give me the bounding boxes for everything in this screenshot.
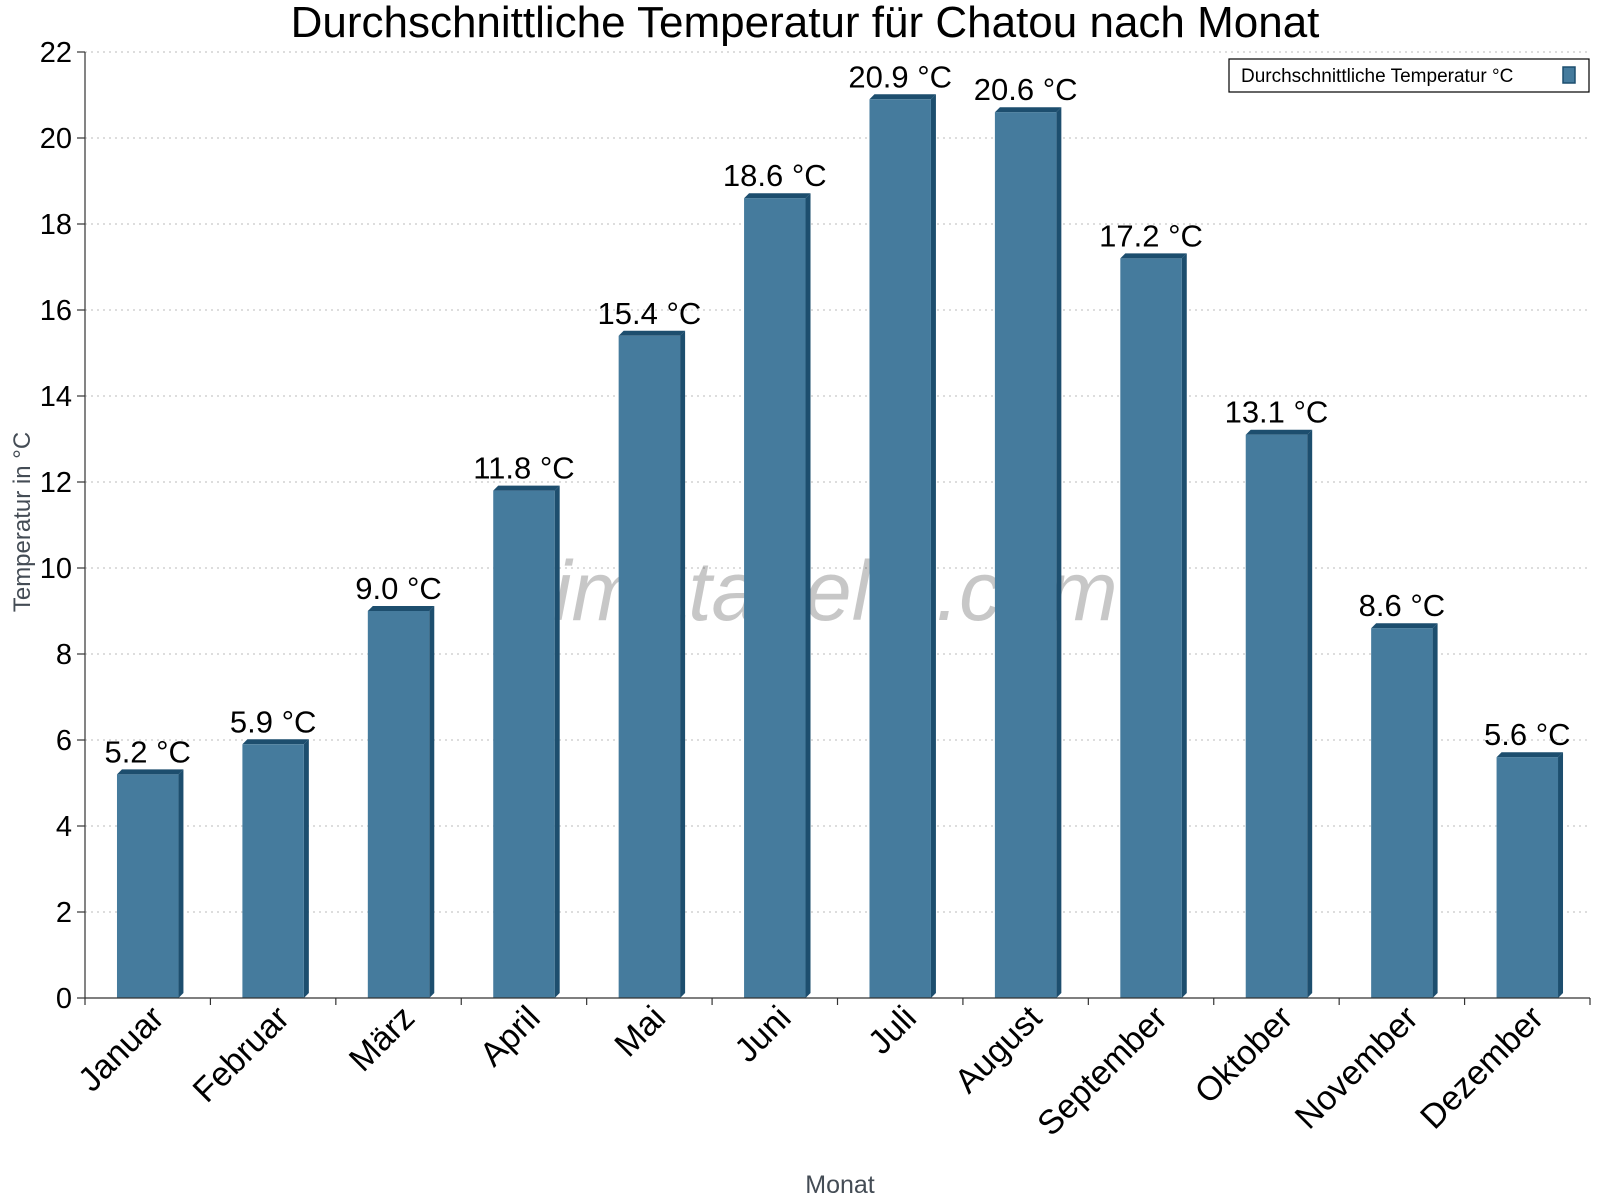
bar <box>242 744 304 998</box>
x-tick-label: Juli <box>861 999 924 1062</box>
legend-box <box>1228 58 1590 93</box>
bar-top <box>744 193 811 199</box>
bar-side <box>429 606 435 998</box>
y-tick-label: 6 <box>56 725 72 757</box>
data-label: 11.8 °C <box>473 451 574 486</box>
y-tick-label: 0 <box>56 983 72 1015</box>
bar-top <box>493 485 560 491</box>
x-tick-label: März <box>342 999 422 1079</box>
bar-top <box>1120 253 1187 259</box>
x-tick-label: August <box>948 998 1050 1100</box>
data-label: 13.1 °C <box>1225 395 1329 430</box>
y-tick-label: 2 <box>56 897 72 929</box>
data-label: 5.2 °C <box>104 734 191 769</box>
x-tick-label: November <box>1288 999 1426 1137</box>
bar-top <box>1371 623 1438 629</box>
bar-side <box>930 94 936 999</box>
bar-top <box>367 606 435 611</box>
y-tick-label: 12 <box>40 467 72 499</box>
bar <box>493 490 555 998</box>
data-label: 8.6 °C <box>1359 588 1446 623</box>
data-label: 9.0 °C <box>355 571 442 606</box>
legend-label: Durchschnittliche Temperatur °C <box>1241 66 1513 87</box>
bar-side <box>1558 752 1564 998</box>
x-tick-label: Mai <box>607 999 673 1065</box>
data-label: 20.9 °C <box>848 59 952 94</box>
y-tick-label: 16 <box>40 295 72 327</box>
grid-lines <box>85 51 1590 913</box>
x-tick-label: Juni <box>727 999 798 1070</box>
y-tick-label: 22 <box>40 37 72 69</box>
bar <box>869 99 931 999</box>
bar-side <box>1181 253 1187 998</box>
bar-top <box>242 739 309 745</box>
bar <box>1496 757 1559 998</box>
bar-side <box>680 330 686 998</box>
y-tick-label: 10 <box>40 553 72 585</box>
bar-side <box>1432 623 1438 998</box>
bar-side <box>303 739 309 998</box>
data-labels: 5.2 °C 5.9 °C 9.0 °C 11.8 °C 15.4 °C 18.6 °C 2… <box>104 59 1570 769</box>
data-label: 15.4 °C <box>598 296 702 331</box>
bar-top <box>618 330 686 336</box>
x-tick-label: April <box>473 999 548 1074</box>
y-axis-title: Temperatur in °C <box>9 432 36 612</box>
y-tick-label: 8 <box>56 639 72 671</box>
bar-top <box>1496 752 1564 758</box>
data-label: 17.2 °C <box>1099 218 1203 253</box>
y-tick-label: 14 <box>40 381 72 413</box>
chart-title: Durchschnittliche Temperatur für Chatou … <box>291 0 1320 47</box>
bar <box>367 611 430 998</box>
x-tick-label: September <box>1030 999 1174 1143</box>
x-tick-label: Januar <box>71 999 171 1099</box>
bar-side <box>178 769 184 998</box>
data-label: 5.9 °C <box>230 704 317 739</box>
x-axis-title: Monat <box>805 1171 875 1199</box>
y-tick-label: 18 <box>40 209 72 241</box>
y-tick-label: 20 <box>40 123 72 155</box>
y-tick-label: 4 <box>56 811 72 843</box>
bar <box>744 198 806 998</box>
bar-top <box>994 107 1062 113</box>
bar <box>618 335 681 998</box>
x-tick-label: Dezember <box>1413 999 1551 1137</box>
data-label: 5.6 °C <box>1484 717 1571 752</box>
bar-top <box>869 94 936 100</box>
x-tick-label: Februar <box>186 999 297 1110</box>
x-tick-label: Oktober <box>1188 999 1300 1111</box>
legend: Durchschnittliche Temperatur °C <box>1228 58 1590 93</box>
data-label: 18.6 °C <box>723 158 827 193</box>
bar <box>994 112 1057 998</box>
bar <box>116 774 179 998</box>
data-label: 20.6 °C <box>974 72 1078 107</box>
bar-side <box>1307 429 1313 998</box>
bar-side <box>1056 107 1062 998</box>
bar-top <box>116 769 184 775</box>
bar-top <box>1245 429 1313 435</box>
bar <box>1371 628 1433 998</box>
bars <box>116 94 1564 999</box>
bar-side <box>805 193 811 998</box>
bar <box>1120 258 1182 998</box>
bar <box>1245 434 1308 998</box>
legend-swatch <box>1562 66 1576 84</box>
bar-side <box>554 485 560 999</box>
